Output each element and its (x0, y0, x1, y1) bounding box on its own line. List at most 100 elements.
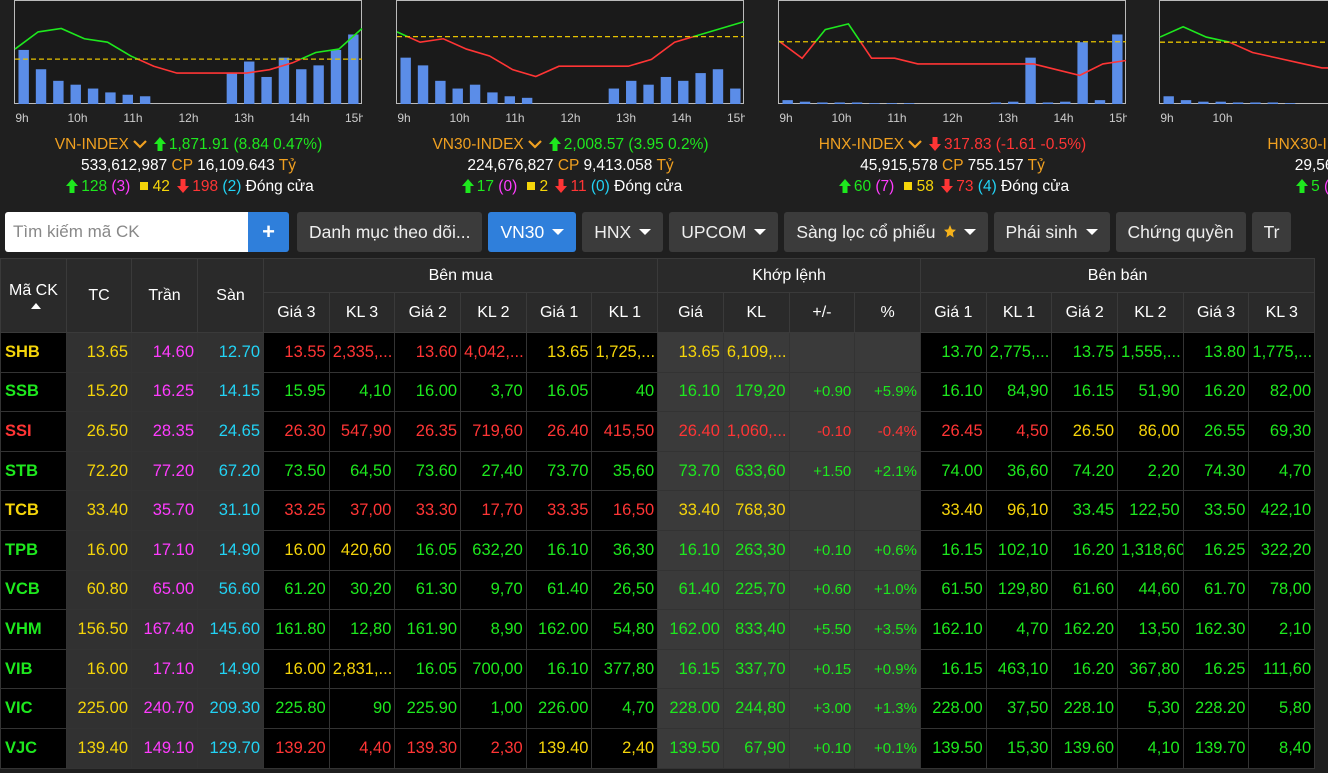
price-cell: 209.30 (197, 688, 264, 729)
price-cell: 129,80 (985, 569, 1053, 611)
arrow (461, 179, 474, 193)
tab[interactable]: Chứng quyền (1115, 212, 1246, 252)
price-cell: 367,80 (1117, 648, 1184, 690)
price-cell: 226.00 (525, 688, 593, 729)
price-cell: 13.55 (263, 332, 330, 373)
x-tick-label: 13h (616, 111, 636, 125)
tab[interactable]: Phái sinh (993, 212, 1110, 252)
price-cell: 3,70 (460, 371, 527, 413)
stock-row[interactable]: STB 72.20 77.20 67.20 73.50 64,50 73.60 27,40 73… (0, 450, 1316, 492)
index-price: 317.83 (-1.61 -0.5%) (944, 136, 1087, 153)
price-cell: 74.30 (1182, 450, 1250, 492)
price-cell: 16.05 (525, 371, 593, 413)
add-button[interactable]: + (248, 212, 289, 252)
stock-row[interactable]: VJC 139.40 149.10 129.70 139.20 4,40 139.30 2,3… (0, 727, 1316, 769)
stock-row[interactable]: VIB 16.00 17.10 14.90 16.00 2,831,... 16.05 700… (0, 648, 1316, 690)
x-tick-label: 13h (234, 111, 254, 125)
stock-row[interactable]: TPB 16.00 17.10 14.90 16.00 420,60 16.05 632,20… (0, 529, 1316, 571)
caret-icon (908, 140, 922, 149)
stock-row[interactable]: VHM 156.50 167.40 145.60 161.80 12,80 161.90 8,… (0, 609, 1316, 650)
tab[interactable]: UPCOM (669, 212, 779, 252)
index-declines: 198 (192, 178, 219, 195)
tab-label: Sàng lọc cổ phiếu (796, 222, 936, 242)
tab[interactable]: VN30 (488, 212, 577, 252)
index-chart: 9h 10h 11h 12h 13h 14h 15h (778, 0, 1127, 125)
volume-bar (469, 84, 481, 104)
price-cell: 61.20 (263, 569, 330, 611)
down-icon (941, 179, 954, 193)
price-cell: 16.15 (1051, 371, 1119, 413)
tab[interactable]: Sàng lọc cổ phiếu (784, 212, 988, 252)
dropdown-icon (1085, 229, 1098, 235)
column-header: KL (722, 292, 790, 333)
stock-row[interactable]: VCB 60.80 65.00 56.60 61.20 30,20 61.30 9,70 61.… (0, 569, 1316, 611)
price-cell: 225,70 (722, 569, 790, 611)
price-cell: 30,20 (328, 569, 396, 611)
up-icon (66, 179, 79, 193)
volume-bar (105, 92, 116, 104)
stock-row[interactable]: SHB 13.65 14.60 12.70 13.55 2,335,... 13.60 4,0… (0, 332, 1316, 373)
price-cell: 179,20 (722, 371, 790, 413)
x-tick-label: 10h (67, 111, 87, 125)
price-cell: 28.35 (131, 411, 198, 452)
index-name[interactable]: VN30-INDEX (432, 136, 524, 153)
price-cell: 61.30 (394, 569, 462, 611)
header-cell: TC (66, 258, 132, 333)
price-cell: 4,70 (985, 609, 1053, 650)
header-cell[interactable]: Mã CK (0, 258, 67, 333)
volume-bar (643, 84, 654, 104)
price-cell: 37,00 (328, 490, 396, 531)
price-cell: 167.40 (131, 609, 198, 650)
price-cell: 162.00 (657, 609, 724, 650)
stock-row[interactable]: TCB 33.40 35.70 31.10 33.25 37,00 33.30 17,70 33… (0, 490, 1316, 531)
stock-row[interactable]: SSI 26.50 28.35 24.65 26.30 547,90 26.35 719,60… (0, 411, 1316, 452)
index-name[interactable]: HNX-INDEX (818, 136, 905, 153)
price-cell: 16.10 (919, 371, 987, 413)
volume-bar (903, 103, 915, 104)
tab[interactable]: Tr (1251, 212, 1292, 252)
volume-bar (886, 103, 897, 104)
arrow (929, 137, 942, 151)
stock-row[interactable]: SSB 15.20 16.25 14.15 15.95 4,10 16.00 3,70 16.0… (0, 371, 1316, 413)
index-floor: (4) (977, 178, 997, 195)
star-icon (943, 225, 956, 238)
stock-row[interactable]: VIC 225.00 240.70 209.30 225.80 90 225.90 1,00 2… (0, 688, 1316, 729)
search-input[interactable]: Tìm kiếm mã CK (5, 212, 248, 252)
price-cell: 13.70 (919, 332, 987, 373)
x-tick-label: 10h (1212, 111, 1232, 125)
tab[interactable]: Danh mục theo dõi... (297, 212, 483, 252)
x-tick-label: 14h (671, 111, 691, 125)
index-declines: 73 (956, 178, 974, 195)
chart-frame (396, 0, 744, 104)
column-header: Giá 1 (919, 292, 987, 333)
index-name[interactable]: HNX30-IN... (1267, 136, 1328, 153)
column-header: Giá 1 (525, 292, 593, 333)
price-cell: 719,60 (460, 411, 527, 452)
price-cell: 36,60 (985, 450, 1053, 492)
column-header: % (854, 292, 921, 333)
price-cell: 1,318,60 (1117, 529, 1184, 571)
index-row: 60 (7) 58 73 (4) Đóng cửa (793, 176, 1113, 197)
price-cell: +0.10 (788, 529, 856, 571)
price-cell: 26.50 (1051, 411, 1119, 452)
header-row: Mã CK TC Trần Sàn Bên mua Khớp lệnh Bên bán (0, 258, 1316, 333)
index-name[interactable]: VN-INDEX (54, 136, 129, 153)
header-cell: Sàn (197, 258, 264, 333)
price-cell: +0.90 (788, 371, 856, 413)
price-cell: 51,90 (1117, 371, 1184, 413)
volume-bar (400, 57, 411, 104)
volume-bar (1232, 102, 1244, 104)
index-volume-unit: CP (942, 157, 964, 174)
price-cell: -0.4% (854, 411, 921, 452)
square-icon (526, 182, 535, 190)
price-cell: 9,70 (460, 569, 527, 611)
index-volume: 224,676,827 (467, 157, 554, 174)
column-header: Giá (657, 292, 724, 333)
index-row: 533,612,987 CP 16,109.643 Tỷ (29, 155, 349, 176)
tab[interactable]: HNX (582, 212, 664, 252)
index-advances: 60 (853, 178, 872, 195)
price-cell: 4,10 (328, 371, 396, 413)
price-cell: 1,725,... (591, 332, 659, 373)
column-header: KL 2 (460, 292, 527, 333)
star (943, 225, 956, 238)
